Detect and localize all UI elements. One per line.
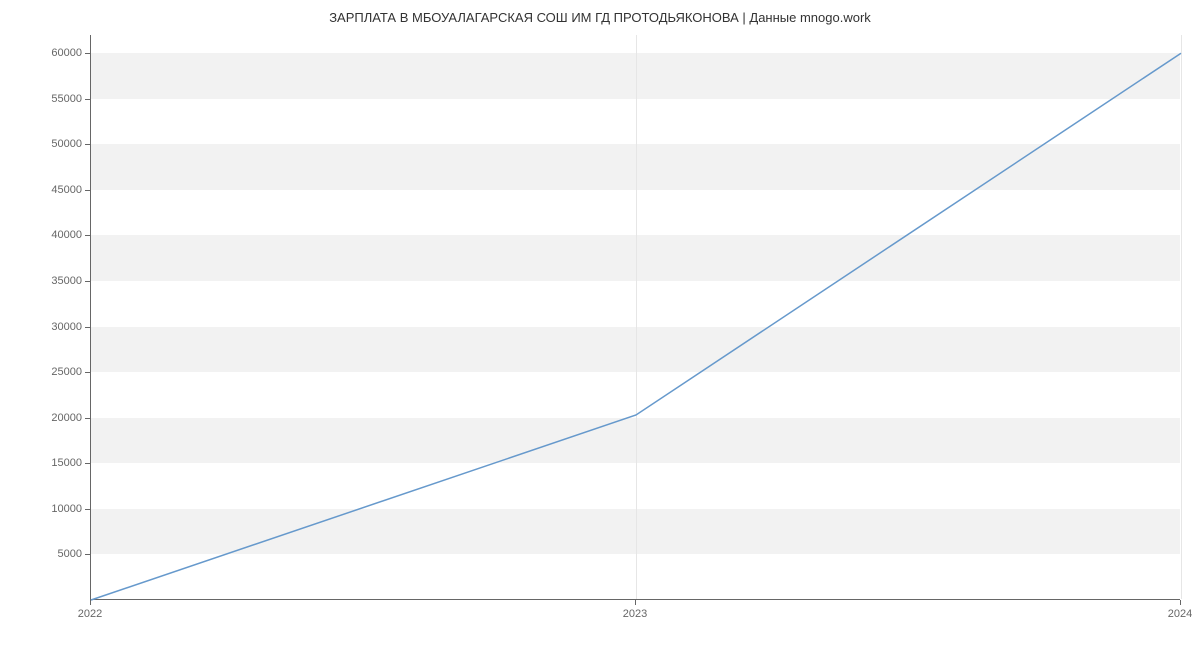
y-tick-label: 15000: [12, 457, 82, 469]
y-tick-label: 30000: [12, 321, 82, 333]
salary-line-chart: ЗАРПЛАТА В МБОУАЛАГАРСКАЯ СОШ ИМ ГД ПРОТ…: [0, 0, 1200, 650]
y-tick-mark: [85, 53, 90, 54]
y-tick-label: 20000: [12, 412, 82, 424]
x-tick-mark: [90, 600, 91, 605]
y-tick-label: 45000: [12, 184, 82, 196]
y-tick-label: 25000: [12, 366, 82, 378]
x-tick-mark: [635, 600, 636, 605]
y-tick-mark: [85, 99, 90, 100]
x-tick-label: 2023: [623, 608, 647, 620]
y-tick-label: 55000: [12, 93, 82, 105]
y-tick-mark: [85, 281, 90, 282]
y-tick-label: 60000: [12, 47, 82, 59]
line-series: [91, 35, 1180, 599]
y-tick-mark: [85, 554, 90, 555]
y-tick-label: 50000: [12, 138, 82, 150]
y-tick-mark: [85, 509, 90, 510]
y-tick-mark: [85, 372, 90, 373]
y-tick-mark: [85, 327, 90, 328]
y-tick-label: 5000: [12, 548, 82, 560]
y-tick-label: 10000: [12, 503, 82, 515]
x-gridline: [1181, 35, 1182, 599]
y-tick-label: 40000: [12, 229, 82, 241]
x-tick-label: 2022: [78, 608, 102, 620]
y-tick-mark: [85, 190, 90, 191]
y-tick-mark: [85, 418, 90, 419]
y-tick-label: 35000: [12, 275, 82, 287]
plot-area: [90, 35, 1180, 600]
chart-title: ЗАРПЛАТА В МБОУАЛАГАРСКАЯ СОШ ИМ ГД ПРОТ…: [0, 10, 1200, 25]
y-tick-mark: [85, 144, 90, 145]
y-tick-mark: [85, 463, 90, 464]
x-tick-label: 2024: [1168, 608, 1192, 620]
x-tick-mark: [1180, 600, 1181, 605]
y-tick-mark: [85, 235, 90, 236]
